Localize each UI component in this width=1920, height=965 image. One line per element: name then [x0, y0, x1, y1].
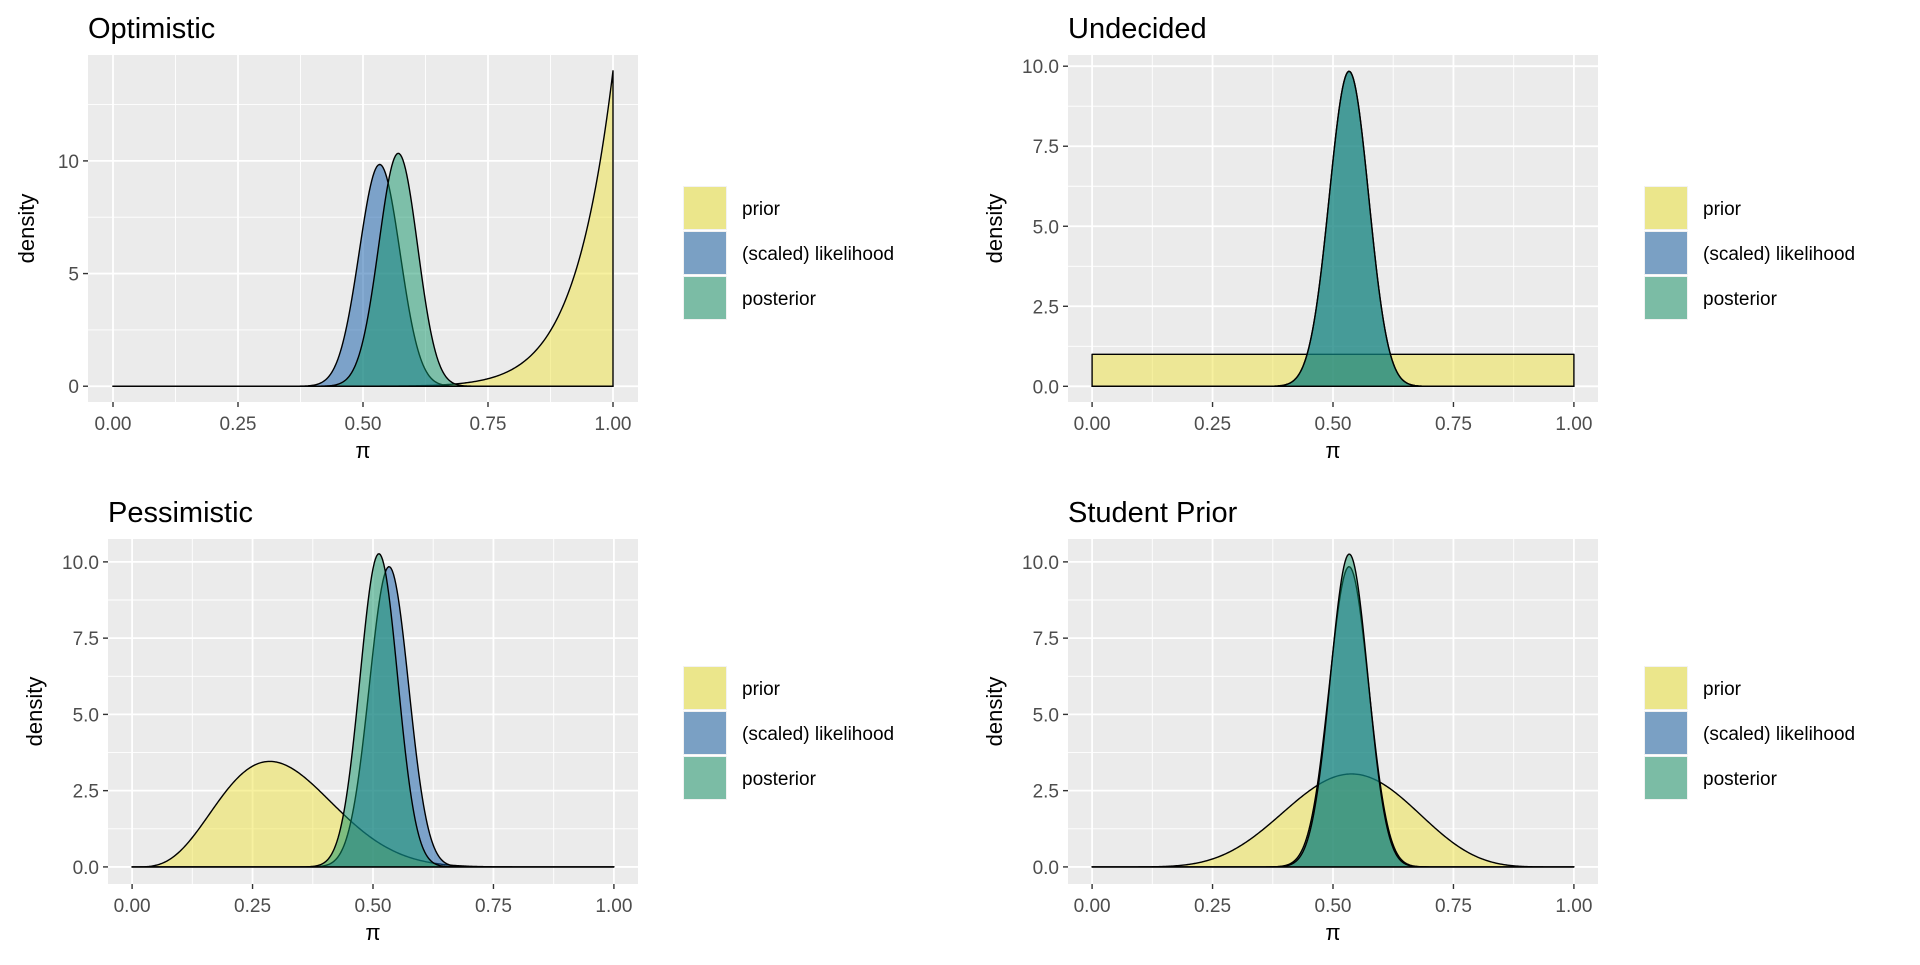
- panel-optimistic: Optimistic 0.00 0.25 0.50 0.75 1.00 0 5 10 π densi…: [14, 13, 894, 463]
- legend-key: [684, 667, 726, 709]
- legend-label: posterior: [742, 769, 817, 790]
- panel-title: Optimistic: [88, 13, 215, 45]
- legend-key: [684, 187, 726, 229]
- y-tick-label: 5: [68, 265, 79, 286]
- y-tick-label: 7.5: [1033, 137, 1059, 158]
- y-tick-label: 0.0: [73, 858, 99, 879]
- y-tick-label: 0: [68, 377, 79, 398]
- legend-key: [1645, 277, 1687, 319]
- x-tick-label: 0.75: [1435, 896, 1472, 917]
- panel-pessimistic: Pessimistic 0.00 0.25 0.50 0.75 1.00 0.0 2.5 5.0…: [22, 497, 894, 945]
- x-tick-label: 0.25: [1194, 896, 1231, 917]
- y-tick-label: 10.0: [1022, 57, 1059, 78]
- legend: prior (scaled) likelihood posterior: [683, 666, 894, 800]
- legend: prior (scaled) likelihood posterior: [1644, 186, 1855, 320]
- legend-label: prior: [742, 199, 781, 220]
- panel-title: Pessimistic: [108, 497, 253, 529]
- x-tick-label: 0.00: [95, 414, 132, 435]
- x-tick-label: 0.50: [355, 896, 392, 917]
- y-tick-label: 5.0: [1033, 705, 1059, 726]
- panel-title: Undecided: [1068, 13, 1207, 45]
- legend-label: prior: [1703, 679, 1742, 700]
- x-tick-label: 0.50: [1315, 896, 1352, 917]
- x-tick-label: 1.00: [595, 896, 632, 917]
- y-tick-label: 0.0: [1033, 858, 1059, 879]
- x-tick-label: 1.00: [1555, 896, 1592, 917]
- legend-label: prior: [742, 679, 781, 700]
- panel-undecided: Undecided 0.00 0.25 0.50 0.75 1.00 0.0 2.5 5.0 7.…: [982, 13, 1855, 463]
- legend-key: [1645, 667, 1687, 709]
- x-axis-title: π: [1325, 438, 1340, 463]
- legend-key: [684, 712, 726, 754]
- y-tick-label: 10: [58, 152, 79, 173]
- legend-label: posterior: [1703, 289, 1778, 310]
- y-tick-label: 2.5: [1033, 782, 1059, 803]
- legend-key: [1645, 757, 1687, 799]
- x-tick-label: 0.50: [1315, 414, 1352, 435]
- y-tick-label: 10.0: [62, 553, 99, 574]
- density-area-posterior: [112, 152, 614, 387]
- legend-label: posterior: [742, 289, 817, 310]
- x-axis-title: π: [355, 438, 370, 463]
- y-axis-title: density: [982, 194, 1007, 264]
- legend-label: (scaled) likelihood: [742, 724, 894, 745]
- x-tick-label: 0.50: [345, 414, 382, 435]
- legend-label: (scaled) likelihood: [742, 244, 894, 265]
- y-tick-label: 0.0: [1033, 377, 1059, 398]
- x-tick-label: 0.25: [234, 896, 271, 917]
- x-tick-label: 0.25: [220, 414, 257, 435]
- density-area-posterior: [1091, 70, 1575, 388]
- panel-title: Student Prior: [1068, 497, 1238, 529]
- x-tick-label: 0.75: [470, 414, 507, 435]
- density-area-posterior: [131, 553, 615, 868]
- y-axis-title: density: [14, 194, 39, 264]
- legend-label: prior: [1703, 199, 1742, 220]
- x-axis-title: π: [1325, 920, 1340, 945]
- legend: prior (scaled) likelihood posterior: [683, 186, 894, 320]
- x-tick-label: 0.00: [1074, 896, 1111, 917]
- legend-key: [1645, 712, 1687, 754]
- legend: prior (scaled) likelihood posterior: [1644, 666, 1855, 800]
- x-tick-label: 0.25: [1194, 414, 1231, 435]
- x-tick-label: 0.75: [475, 896, 512, 917]
- legend-key: [684, 757, 726, 799]
- y-tick-label: 10.0: [1022, 553, 1059, 574]
- legend-label: posterior: [1703, 769, 1778, 790]
- y-tick-label: 5.0: [1033, 217, 1059, 238]
- y-tick-label: 7.5: [1033, 629, 1059, 650]
- x-axis-title: π: [365, 920, 380, 945]
- x-tick-label: 0.00: [114, 896, 151, 917]
- x-tick-label: 1.00: [595, 414, 632, 435]
- y-tick-label: 7.5: [73, 629, 99, 650]
- density-area-posterior: [1091, 553, 1575, 868]
- legend-key: [684, 277, 726, 319]
- legend-key: [684, 232, 726, 274]
- y-tick-label: 2.5: [1033, 297, 1059, 318]
- y-axis-title: density: [22, 677, 47, 747]
- x-tick-label: 0.00: [1074, 414, 1111, 435]
- legend-key: [1645, 232, 1687, 274]
- y-axis-title: density: [982, 677, 1007, 747]
- panel-student-prior: Student Prior 0.00 0.25 0.50 0.75 1.00 0.0 2.5 5…: [982, 497, 1855, 945]
- legend-key: [1645, 187, 1687, 229]
- y-tick-label: 5.0: [73, 705, 99, 726]
- x-tick-label: 1.00: [1555, 414, 1592, 435]
- y-tick-label: 2.5: [73, 782, 99, 803]
- legend-label: (scaled) likelihood: [1703, 244, 1855, 265]
- legend-label: (scaled) likelihood: [1703, 724, 1855, 745]
- x-tick-label: 0.75: [1435, 414, 1472, 435]
